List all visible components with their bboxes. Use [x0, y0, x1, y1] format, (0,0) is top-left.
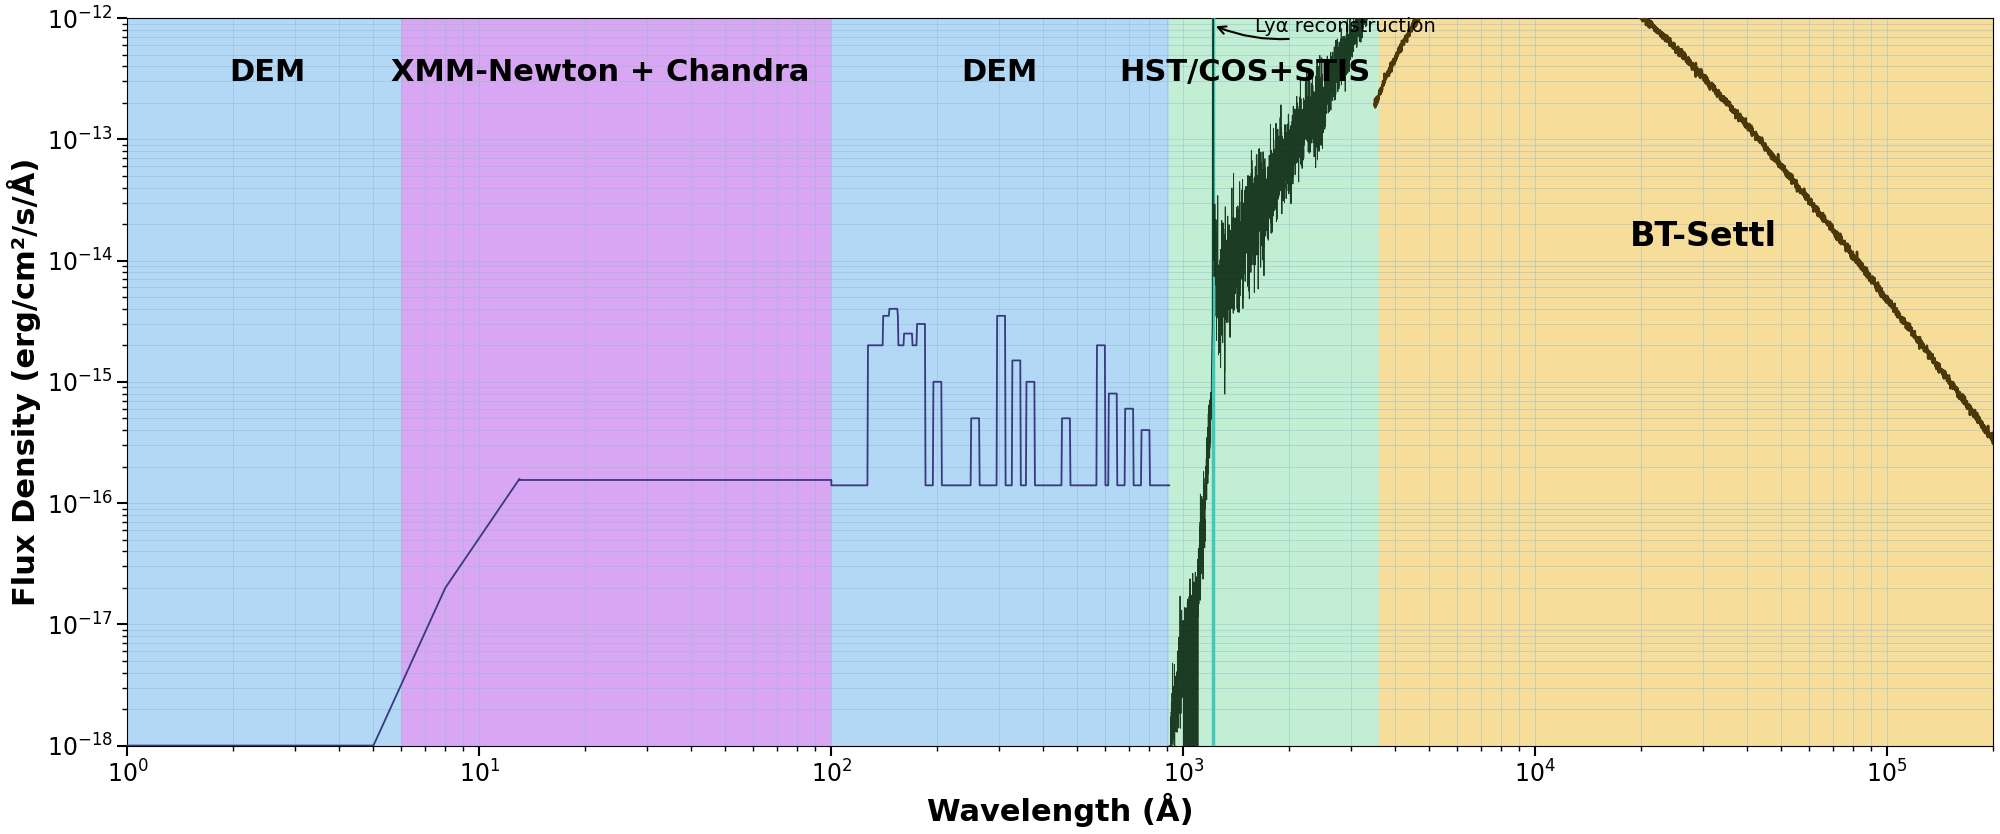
Text: HST/COS+STIS: HST/COS+STIS: [1120, 58, 1370, 87]
Text: DEM: DEM: [230, 58, 306, 87]
Text: Lyα reconstruction: Lyα reconstruction: [1218, 17, 1436, 39]
Bar: [832, 18, 1170, 746]
Text: XMM-Newton + Chandra: XMM-Newton + Chandra: [390, 58, 810, 87]
Bar: [128, 18, 402, 746]
Bar: [1170, 18, 1380, 746]
Bar: [402, 18, 832, 746]
X-axis label: Wavelength (Å): Wavelength (Å): [926, 793, 1194, 827]
Text: DEM: DEM: [962, 58, 1038, 87]
Y-axis label: Flux Density (erg/cm²/s/Å): Flux Density (erg/cm²/s/Å): [6, 158, 42, 606]
Text: BT-Settl: BT-Settl: [1630, 220, 1776, 253]
